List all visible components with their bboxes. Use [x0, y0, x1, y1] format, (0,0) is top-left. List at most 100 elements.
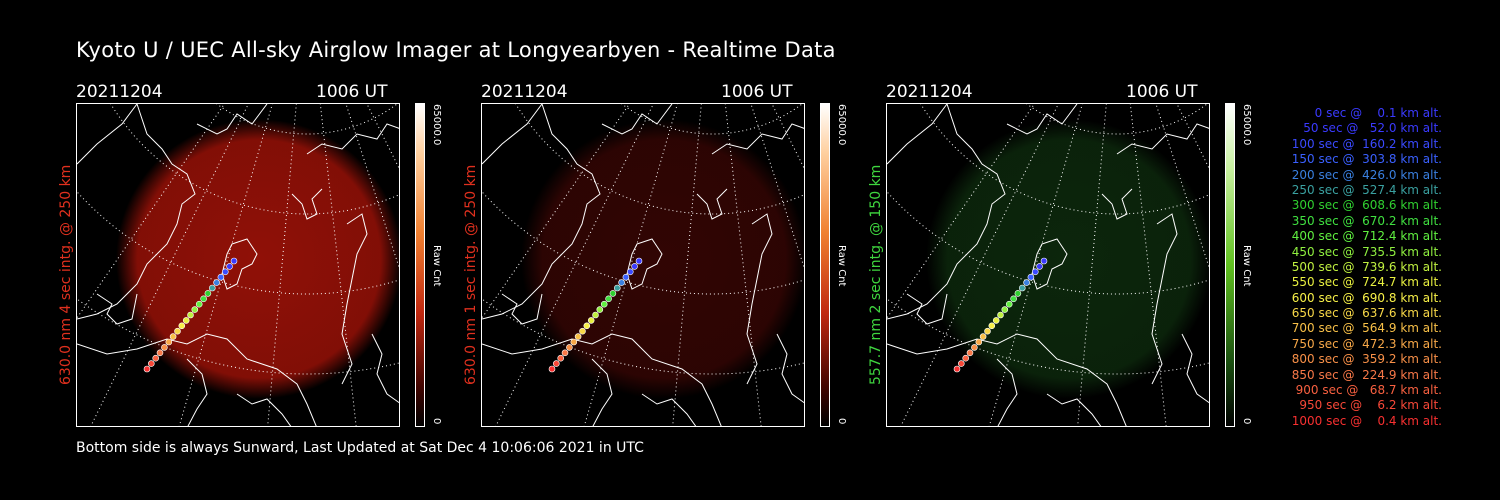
panel-1-map — [77, 104, 399, 426]
trajectory-point — [1010, 295, 1017, 303]
panel-2-colorbar — [820, 103, 830, 427]
coastline — [1006, 104, 1078, 135]
coastline — [77, 333, 317, 426]
trajectory-point — [174, 327, 181, 335]
trajectory-point — [1032, 268, 1039, 276]
panel-2-date: 20211204 — [481, 82, 568, 102]
legend-row: 650 sec @ 637.6 km alt. — [1287, 306, 1442, 321]
trajectory-point — [979, 333, 987, 340]
coastline — [291, 188, 323, 220]
meridian-line — [267, 104, 297, 426]
trajectory-point — [962, 354, 969, 362]
coastline — [746, 213, 773, 385]
trajectory-point — [553, 360, 560, 367]
latitude-circle — [482, 298, 804, 375]
panel-3-colorbar — [1225, 103, 1235, 427]
trajectory-point — [570, 338, 578, 346]
trajectory-point — [204, 290, 212, 297]
trajectory-point — [618, 279, 625, 286]
panel-1-colorbar — [415, 103, 425, 427]
legend-row: 500 sec @ 739.6 km alt. — [1287, 259, 1442, 274]
coastline — [1151, 213, 1178, 385]
legend-row: 550 sec @ 724.7 km alt. — [1287, 275, 1442, 290]
trajectory-point — [622, 273, 630, 281]
panel-2-map — [482, 104, 804, 426]
coastline — [341, 213, 368, 385]
trajectory-point — [579, 327, 586, 335]
airglow-disk — [926, 119, 1209, 399]
trajectory-point — [182, 317, 190, 324]
trajectory-point — [1001, 306, 1009, 313]
trajectory-point — [1040, 257, 1048, 265]
coastline — [482, 104, 543, 165]
trajectory-point — [992, 317, 1000, 324]
panel-1-colorbar-min: 0 — [431, 418, 442, 425]
trajectory-point — [191, 306, 199, 313]
coastline — [96, 293, 138, 325]
meridian-line — [1077, 104, 1107, 426]
legend-row: 600 sec @ 690.8 km alt. — [1287, 290, 1442, 305]
coastline — [236, 393, 292, 426]
coastline — [601, 104, 673, 135]
trajectory-point — [596, 306, 604, 313]
trajectory-point — [1019, 284, 1026, 292]
airglow-disk — [116, 119, 399, 399]
legend-row: 200 sec @ 426.0 km alt. — [1287, 167, 1442, 182]
coastline — [906, 293, 948, 325]
coastline — [626, 238, 663, 290]
legend-row: 300 sec @ 608.6 km alt. — [1287, 198, 1442, 213]
trajectory-point — [213, 279, 220, 286]
trajectory-point — [966, 349, 974, 357]
coastline — [641, 393, 697, 426]
trajectory-point — [1023, 279, 1030, 286]
trajectory-point — [958, 360, 965, 367]
panel-1-image — [76, 103, 400, 427]
panel-2-side-label: 630.0 nm 1 sec intg. @ 250 km — [463, 164, 479, 385]
footer-note: Bottom side is always Sunward, Last Upda… — [76, 440, 644, 456]
coastline — [1116, 123, 1209, 155]
trajectory-point — [566, 344, 573, 351]
panel-3-date: 20211204 — [886, 82, 973, 102]
trajectory-point — [953, 365, 961, 373]
legend-row: 800 sec @ 359.2 km alt. — [1287, 352, 1442, 367]
legend-row: 350 sec @ 670.2 km alt. — [1287, 213, 1442, 228]
trajectory-point — [187, 311, 194, 319]
legend-row: 750 sec @ 472.3 km alt. — [1287, 336, 1442, 351]
trajectory-point — [600, 300, 608, 308]
trajectory-point — [143, 365, 151, 373]
legend-row: 450 sec @ 735.5 km alt. — [1287, 244, 1442, 259]
coastline — [77, 104, 138, 165]
coastline — [887, 104, 1006, 320]
coastline — [196, 104, 268, 135]
panel-2-colorbar-unit: Raw Cnt — [836, 245, 847, 287]
trajectory-point — [161, 344, 168, 351]
trajectory-point — [971, 344, 978, 351]
coastline — [887, 104, 948, 165]
coastline — [591, 358, 613, 426]
panel-1-colorbar-max: 65000.0 — [431, 104, 442, 146]
panel-3-image — [886, 103, 1210, 427]
trajectory-point — [1027, 273, 1035, 281]
trajectory-point — [631, 263, 638, 270]
trajectory-point — [557, 354, 564, 362]
coastline — [1031, 238, 1068, 290]
trajectory-point — [574, 333, 582, 340]
trajectory-point — [614, 284, 621, 292]
trajectory-point — [209, 284, 216, 292]
coastline — [1046, 393, 1102, 426]
trajectory-legend: 0 sec @ 0.1 km alt. 50 sec @ 52.0 km alt… — [1242, 106, 1442, 429]
coastline — [887, 333, 1127, 426]
legend-row: 850 sec @ 224.9 km alt. — [1287, 367, 1442, 382]
legend-row: 950 sec @ 6.2 km alt. — [1295, 398, 1442, 413]
trajectory-point — [1005, 300, 1013, 308]
trajectory-point — [635, 257, 643, 265]
trajectory-point — [1014, 290, 1022, 297]
coastline — [186, 358, 208, 426]
trajectory-point — [988, 322, 996, 330]
coastline — [482, 333, 722, 426]
legend-row: 250 sec @ 527.4 km alt. — [1287, 182, 1442, 197]
legend-row: 700 sec @ 564.9 km alt. — [1287, 321, 1442, 336]
trajectory-point — [169, 333, 177, 340]
trajectory-point — [178, 322, 186, 330]
legend-row: 900 sec @ 68.7 km alt. — [1291, 383, 1442, 398]
